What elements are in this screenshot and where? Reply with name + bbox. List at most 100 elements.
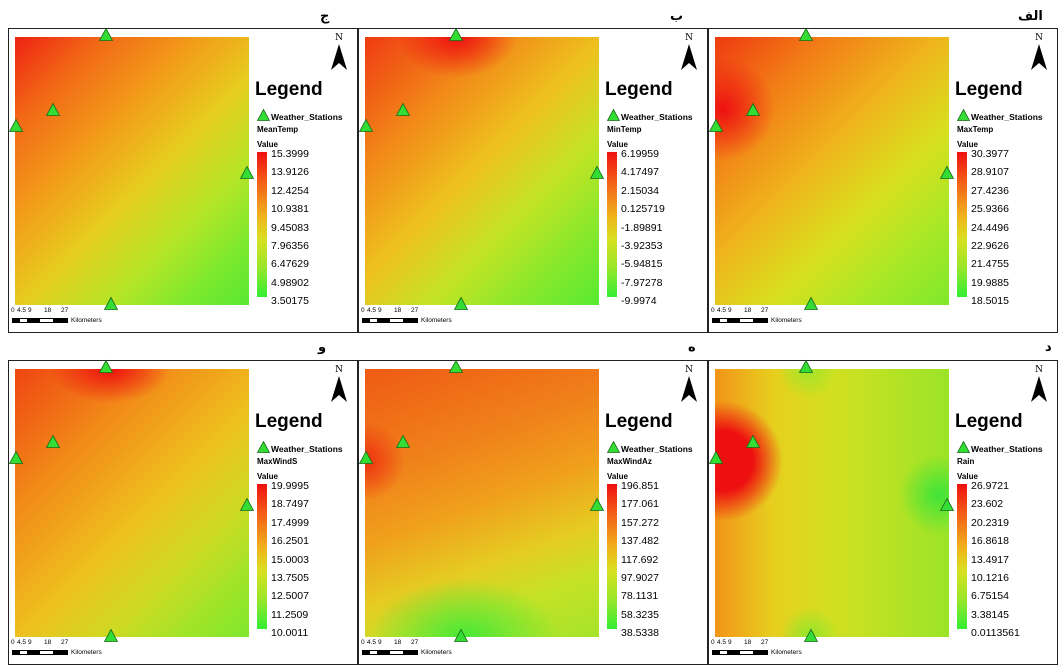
- scale-unit: Kilometers: [71, 649, 102, 656]
- triangle-marker-icon: [103, 628, 119, 642]
- ramp-value-label: 21.4755: [971, 258, 1009, 271]
- scale-bar-graphic: [12, 318, 68, 323]
- triangle-marker-icon: [589, 165, 605, 179]
- scale-tick: 27: [411, 639, 419, 646]
- scale-tick: 18: [394, 307, 402, 314]
- north-arrow-icon: [331, 376, 347, 402]
- scale-bar: 0 4.5 9 18 27 Kilometers: [11, 639, 121, 663]
- color-ramp: [957, 152, 967, 297]
- scale-unit: Kilometers: [71, 317, 102, 324]
- scale-tick: 0: [361, 307, 365, 314]
- triangle-marker-icon: [803, 628, 819, 642]
- ramp-value-label: -1.89891: [621, 221, 663, 234]
- ramp-value-label: 13.4917: [971, 553, 1009, 566]
- panel-label: د: [1045, 340, 1052, 355]
- ramp-value-label: 4.98902: [271, 276, 309, 289]
- legend-layer-name: Rain: [957, 457, 975, 466]
- scale-tick: 18: [744, 307, 752, 314]
- triangle-marker-icon: [239, 165, 255, 179]
- scale-tick: 27: [761, 307, 769, 314]
- panel-label: ب: [670, 9, 684, 24]
- map-panel-meantemp: N Legend Weather_Stations MeanTemp Value…: [8, 27, 358, 333]
- north-label: N: [335, 33, 343, 43]
- ramp-labels: 19.9995 18.7497 17.4999 16.2501 15.0003 13.75…: [271, 480, 357, 639]
- ramp-value-label: 20.2319: [971, 516, 1009, 529]
- interpolated-raster: [715, 37, 949, 305]
- legend-value-heading: Value: [607, 472, 628, 481]
- ramp-labels: 6.19959 4.17497 2.15034 0.125719 -1.89891 -3.…: [621, 148, 707, 307]
- ramp-value-label: 12.5007: [271, 590, 309, 603]
- scale-bar: 0 4.5 9 18 27 Kilometers: [11, 307, 121, 331]
- ramp-value-label: -3.92353: [621, 240, 663, 252]
- scale-bar: 0 4.5 9 18 27 Kilometers: [711, 639, 821, 663]
- triangle-marker-icon: [45, 102, 61, 116]
- scale-bar: 0 4.5 9 18 27 Kilometers: [711, 307, 821, 331]
- triangle-marker-icon: [745, 434, 761, 448]
- scale-tick: 0: [711, 639, 715, 646]
- ramp-value-label: 28.9107: [971, 166, 1009, 179]
- ramp-value-label: 18.5015: [971, 295, 1009, 308]
- ramp-value-label: 3.38145: [971, 608, 1009, 621]
- ramp-value-label: 12.4254: [271, 184, 309, 197]
- ramp-value-label: 78.1131: [621, 590, 659, 603]
- scale-tick: 4.5: [717, 639, 727, 646]
- scale-tick: 18: [744, 639, 752, 646]
- triangle-marker-icon: [395, 434, 411, 448]
- scale-tick: 0: [361, 639, 365, 646]
- ramp-value-label: 0.125719: [621, 203, 665, 216]
- interpolated-raster: [365, 369, 599, 637]
- ramp-labels: 15.3999 13.9126 12.4254 10.9381 9.45083 7.963…: [271, 148, 357, 307]
- panel-label: الف: [1018, 9, 1043, 24]
- legend-station-entry: Weather_Stations: [607, 109, 709, 123]
- scale-bar-graphic: [362, 318, 418, 323]
- triangle-marker-icon: [358, 450, 374, 464]
- north-arrow-icon: [1031, 376, 1047, 402]
- legend-layer-name: MaxTemp: [957, 125, 994, 134]
- legend-layer-name: MaxWindS: [257, 457, 298, 466]
- scale-unit: Kilometers: [771, 649, 802, 656]
- ramp-value-label: 13.7505: [271, 572, 309, 584]
- triangle-marker-icon: [103, 296, 119, 310]
- interpolated-raster: [15, 37, 249, 305]
- ramp-value-label: -5.94815: [621, 258, 663, 271]
- legend-title: Legend: [255, 411, 323, 432]
- ramp-value-label: -7.97278: [621, 276, 663, 289]
- ramp-value-label: 0.0113561: [971, 627, 1020, 640]
- triangle-marker-icon: [939, 165, 955, 179]
- legend-value-heading: Value: [957, 140, 978, 149]
- triangle-marker-icon: [395, 102, 411, 116]
- panel-label: ج: [320, 9, 330, 24]
- ramp-value-label: 16.2501: [271, 535, 309, 548]
- ramp-value-label: 15.0003: [271, 553, 309, 566]
- scale-tick: 18: [394, 639, 402, 646]
- triangle-marker-icon: [708, 118, 724, 132]
- scale-tick: 27: [411, 307, 419, 314]
- triangle-marker-icon: [957, 109, 970, 121]
- scale-unit: Kilometers: [421, 317, 452, 324]
- legend-station-entry: Weather_Stations: [957, 441, 1059, 455]
- triangle-marker-icon: [98, 359, 114, 373]
- scale-tick: 18: [44, 307, 52, 314]
- legend-title: Legend: [955, 79, 1023, 100]
- scale-tick: 9: [728, 639, 732, 646]
- scale-tick: 9: [378, 639, 382, 646]
- triangle-marker-icon: [798, 27, 814, 41]
- ramp-value-label: 137.482: [621, 535, 659, 548]
- legend-title: Legend: [605, 411, 673, 432]
- ramp-value-label: 117.692: [621, 553, 659, 566]
- ramp-value-label: 19.9995: [271, 480, 309, 492]
- legend-station-label: Weather_Stations: [621, 444, 693, 454]
- north-label: N: [685, 33, 693, 43]
- ramp-value-label: 6.19959: [621, 148, 659, 160]
- ramp-labels: 26.9721 23.602 20.2319 16.8618 13.4917 10.121…: [971, 480, 1057, 640]
- legend-title: Legend: [955, 411, 1023, 432]
- triangle-marker-icon: [607, 109, 620, 121]
- scale-bar-graphic: [12, 650, 68, 655]
- north-arrow-icon: [331, 44, 347, 70]
- color-ramp: [607, 152, 617, 297]
- scale-unit: Kilometers: [771, 317, 802, 324]
- scale-tick: 9: [728, 307, 732, 314]
- ramp-value-label: 157.272: [621, 516, 659, 529]
- north-label: N: [335, 365, 343, 375]
- scale-tick: 27: [61, 307, 69, 314]
